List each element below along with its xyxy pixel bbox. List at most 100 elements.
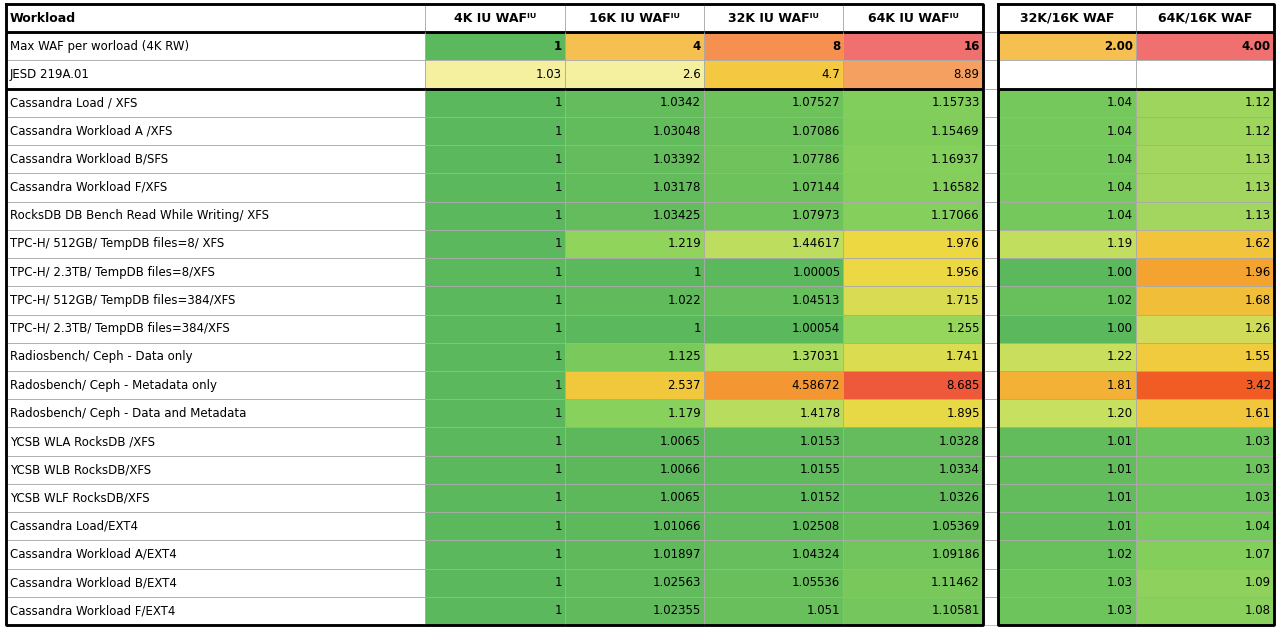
Bar [983, 484, 998, 512]
Bar [704, 314, 844, 343]
Bar [564, 174, 704, 201]
Bar [998, 174, 1137, 201]
Text: Cassandra Workload F/EXT4: Cassandra Workload F/EXT4 [10, 604, 175, 618]
Bar [983, 286, 998, 314]
Bar [425, 145, 564, 174]
Text: 1.0066: 1.0066 [660, 463, 701, 476]
Text: 1.01066: 1.01066 [653, 520, 701, 533]
Bar [704, 258, 844, 286]
Bar [6, 145, 425, 174]
Bar [6, 60, 425, 89]
Text: 1.255: 1.255 [946, 322, 979, 335]
Text: 1.07527: 1.07527 [792, 96, 841, 109]
Text: 1.13: 1.13 [1245, 153, 1271, 166]
Bar [704, 89, 844, 117]
Bar [6, 89, 425, 117]
Bar [998, 117, 1137, 145]
Bar [844, 145, 983, 174]
Text: 1.62: 1.62 [1244, 237, 1271, 250]
Bar [844, 597, 983, 625]
Bar [998, 286, 1137, 314]
Bar [6, 4, 425, 32]
Text: 1: 1 [554, 604, 562, 618]
Bar [844, 371, 983, 399]
Bar [425, 230, 564, 258]
Text: 1.03: 1.03 [1107, 604, 1133, 618]
Text: 2.00: 2.00 [1105, 40, 1133, 53]
Bar [1137, 399, 1274, 428]
Text: 1.01897: 1.01897 [653, 548, 701, 561]
Text: 1: 1 [554, 435, 562, 448]
Text: 1: 1 [694, 265, 701, 279]
Bar [704, 145, 844, 174]
Bar [6, 32, 425, 60]
Bar [704, 32, 844, 60]
Bar [6, 540, 425, 569]
Bar [425, 428, 564, 455]
Text: 1.01: 1.01 [1107, 491, 1133, 504]
Bar [983, 540, 998, 569]
Bar [998, 371, 1137, 399]
Text: 1.02508: 1.02508 [792, 520, 841, 533]
Bar [564, 399, 704, 428]
Text: 1.96: 1.96 [1244, 265, 1271, 279]
Text: 1.12: 1.12 [1244, 125, 1271, 138]
Bar [564, 540, 704, 569]
Bar [1137, 343, 1274, 371]
Bar [704, 230, 844, 258]
Bar [983, 343, 998, 371]
Bar [1137, 512, 1274, 540]
Text: Cassandra Load/EXT4: Cassandra Load/EXT4 [10, 520, 138, 533]
Text: 1.0328: 1.0328 [938, 435, 979, 448]
Bar [998, 484, 1137, 512]
Bar [983, 201, 998, 230]
Bar [564, 569, 704, 597]
Text: 1.17066: 1.17066 [931, 209, 979, 222]
Bar [6, 117, 425, 145]
Bar [1137, 230, 1274, 258]
Bar [425, 4, 564, 32]
Text: 1.81: 1.81 [1107, 379, 1133, 392]
Bar [6, 512, 425, 540]
Text: 1.07086: 1.07086 [792, 125, 841, 138]
Text: 1.16937: 1.16937 [931, 153, 979, 166]
Bar [6, 286, 425, 314]
Text: 1.16582: 1.16582 [931, 181, 979, 194]
Bar [844, 4, 983, 32]
Text: 1: 1 [554, 294, 562, 307]
Bar [844, 343, 983, 371]
Text: 1.01: 1.01 [1107, 463, 1133, 476]
Text: 1.00: 1.00 [1107, 322, 1133, 335]
Bar [844, 201, 983, 230]
Text: Cassandra Workload F/XFS: Cassandra Workload F/XFS [10, 181, 168, 194]
Text: 1.125: 1.125 [667, 350, 701, 364]
Bar [564, 512, 704, 540]
Bar [564, 89, 704, 117]
Bar [1137, 4, 1274, 32]
Bar [998, 428, 1137, 455]
Text: 1.03: 1.03 [1245, 491, 1271, 504]
Text: 4.58672: 4.58672 [792, 379, 841, 392]
Text: 1.051: 1.051 [806, 604, 841, 618]
Bar [6, 371, 425, 399]
Text: 1.03048: 1.03048 [653, 125, 701, 138]
Text: 1: 1 [554, 407, 562, 420]
Text: Radosbench/ Ceph - Data and Metadata: Radosbench/ Ceph - Data and Metadata [10, 407, 246, 420]
Bar [564, 455, 704, 484]
Text: Radosbench/ Ceph - Metadata only: Radosbench/ Ceph - Metadata only [10, 379, 218, 392]
Text: 1.4178: 1.4178 [799, 407, 841, 420]
Text: Cassandra Workload B/SFS: Cassandra Workload B/SFS [10, 153, 168, 166]
Text: 1.02355: 1.02355 [653, 604, 701, 618]
Bar [1137, 32, 1274, 60]
Text: 1.04: 1.04 [1245, 520, 1271, 533]
Bar [998, 201, 1137, 230]
Bar [983, 569, 998, 597]
Bar [998, 4, 1137, 32]
Bar [704, 540, 844, 569]
Bar [983, 89, 998, 117]
Bar [998, 89, 1137, 117]
Bar [704, 343, 844, 371]
Bar [704, 371, 844, 399]
Text: 1.05536: 1.05536 [792, 576, 841, 589]
Text: 1.07973: 1.07973 [792, 209, 841, 222]
